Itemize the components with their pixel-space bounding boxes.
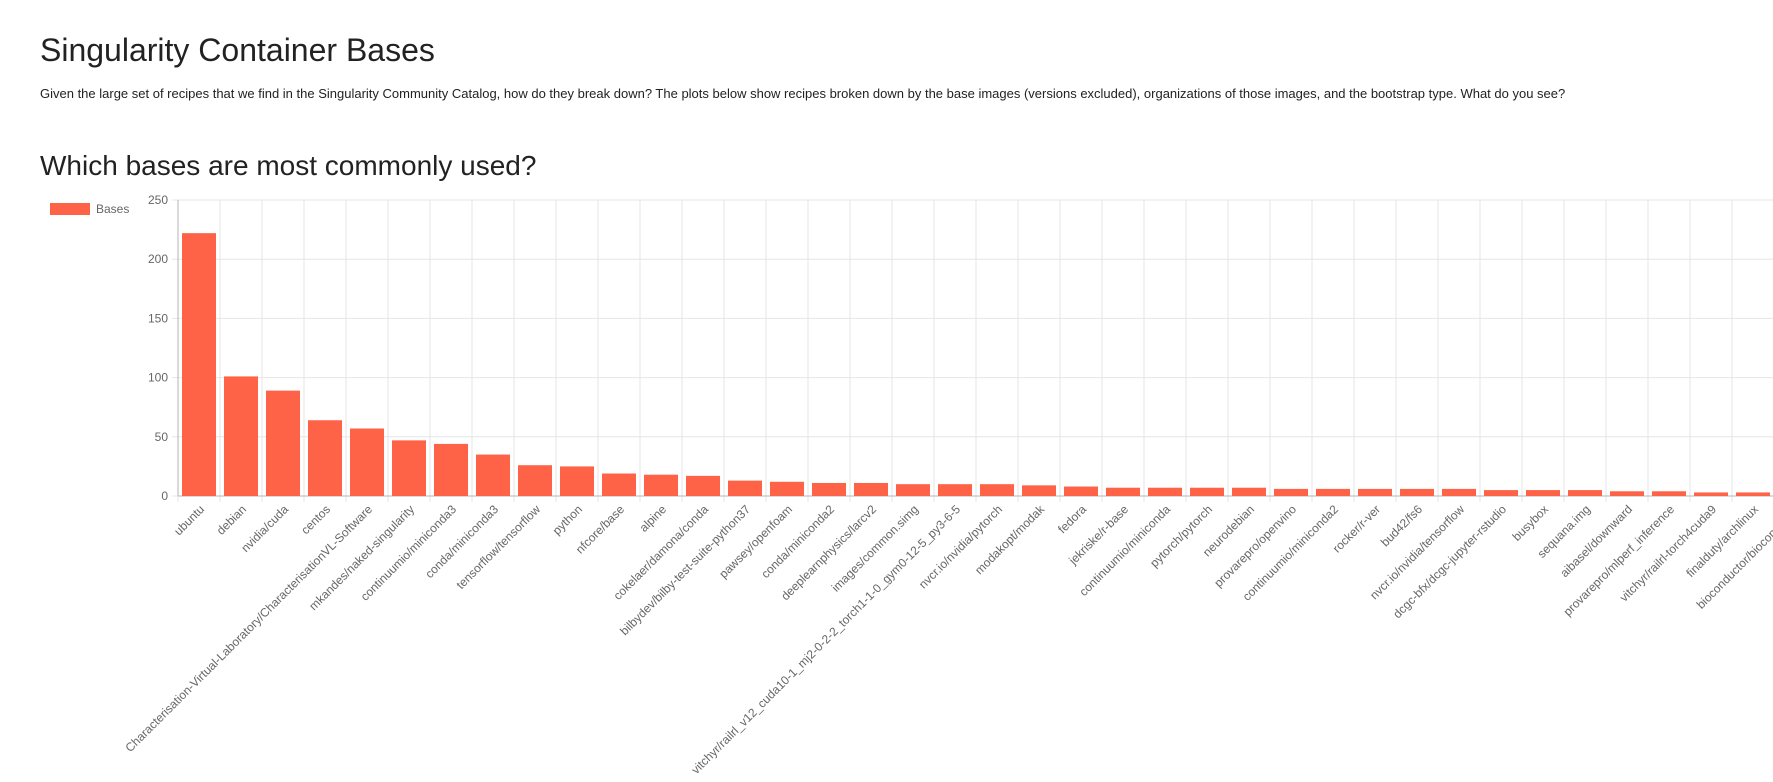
bar xyxy=(896,484,930,496)
bar xyxy=(1736,492,1770,496)
x-tick-label: fedora xyxy=(1055,502,1089,536)
bar xyxy=(938,484,972,496)
bar xyxy=(1022,485,1056,496)
bar xyxy=(1484,490,1518,496)
bar xyxy=(1274,488,1308,496)
bar xyxy=(1232,487,1266,496)
legend-swatch xyxy=(50,203,90,215)
y-tick-label: 0 xyxy=(161,489,168,503)
bar xyxy=(1190,487,1224,496)
x-tick-label: vitchyr/railrl_v12_cuda10-1_mj2-0-2-2_to… xyxy=(689,502,964,777)
bar xyxy=(434,443,468,496)
y-tick-label: 200 xyxy=(148,252,168,266)
bar xyxy=(1358,488,1392,496)
bar xyxy=(518,465,552,496)
bar xyxy=(1106,487,1140,496)
bar xyxy=(1652,491,1686,496)
bar xyxy=(1568,490,1602,496)
bar xyxy=(812,482,846,496)
section-title: Which bases are most commonly used? xyxy=(40,150,537,181)
bar xyxy=(308,420,342,496)
bar xyxy=(644,474,678,496)
bar xyxy=(728,480,762,496)
bar xyxy=(560,466,594,496)
bar xyxy=(476,454,510,496)
chart-legend[interactable]: Bases xyxy=(50,202,129,216)
bar xyxy=(980,484,1014,496)
x-tick-label: tensorflow/tensorflow xyxy=(454,502,544,592)
bar xyxy=(182,233,216,497)
bar xyxy=(602,473,636,496)
bar xyxy=(1694,492,1728,496)
bar xyxy=(1400,488,1434,496)
bar xyxy=(392,440,426,496)
bar xyxy=(350,428,384,496)
x-tick-label: centos xyxy=(298,502,333,537)
x-tick-label: pawsey/openfoam xyxy=(716,502,795,581)
bar xyxy=(224,376,258,496)
x-tick-label: alpine xyxy=(637,502,670,535)
bar xyxy=(770,481,804,496)
y-tick-label: 100 xyxy=(148,371,168,385)
x-tick-label: finalduty/archlinux xyxy=(1683,502,1761,580)
bar xyxy=(1526,490,1560,496)
intro-paragraph: Given the large set of recipes that we f… xyxy=(40,86,1566,101)
bar xyxy=(1148,487,1182,496)
bar xyxy=(1610,491,1644,496)
bar xyxy=(266,390,300,496)
bar xyxy=(686,475,720,496)
x-tick-label: aibasel/downward xyxy=(1557,502,1635,580)
y-tick-label: 50 xyxy=(155,430,169,444)
x-tick-label: python xyxy=(550,502,585,537)
page-title: Singularity Container Bases xyxy=(40,32,435,68)
bar xyxy=(854,482,888,496)
x-tick-label: conda/miniconda3 xyxy=(422,502,501,581)
bar xyxy=(1442,488,1476,496)
x-tick-label: conda/miniconda2 xyxy=(758,502,837,581)
x-tick-label: debian xyxy=(214,502,249,537)
bar xyxy=(1064,486,1098,496)
x-tick-label: ubuntu xyxy=(171,502,207,538)
y-tick-label: 250 xyxy=(148,193,168,207)
legend-label: Bases xyxy=(96,202,130,216)
bar xyxy=(1316,488,1350,496)
y-tick-label: 150 xyxy=(148,311,168,325)
x-tick-label: busybox xyxy=(1510,502,1552,544)
